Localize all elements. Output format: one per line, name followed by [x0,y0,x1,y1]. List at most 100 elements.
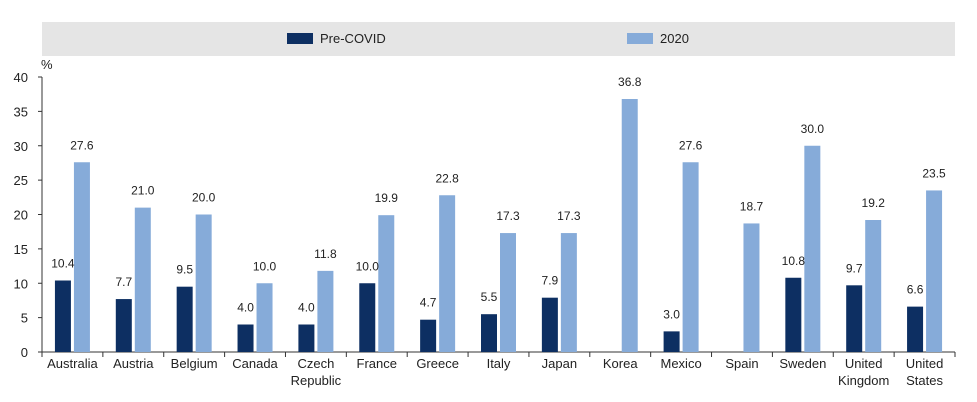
legend-swatch [627,33,653,44]
data-label: 9.7 [846,261,863,275]
bar-pre-covid [541,297,558,352]
x-tick-label-line: Republic [291,373,342,388]
data-label: 27.6 [679,138,703,152]
data-label: 18.7 [740,199,764,213]
bar-2020 [926,190,943,352]
data-label: 9.5 [176,263,193,277]
x-tick-label: Greece [416,356,459,371]
data-label: 10.0 [253,259,277,273]
bar-pre-covid [907,306,924,352]
bar-pre-covid [481,314,497,352]
y-tick-label: 5 [21,311,28,326]
data-label: 10.0 [356,259,380,273]
data-label: 17.3 [557,209,581,223]
data-label: 11.8 [314,247,337,261]
x-tick-label: Mexico [661,356,702,371]
bar-pre-covid [359,283,376,352]
data-label: 10.8 [782,254,806,268]
data-label: 5.5 [481,290,498,304]
x-tick-label: United States [906,356,944,388]
bar-pre-covid [54,280,71,352]
y-axis: 0 5 10 15 20 25 30 35 40 [14,70,43,360]
legend: Pre-COVID 2020 [287,31,689,46]
y-tick-label: 10 [14,276,28,291]
bar-pre-covid [785,277,802,352]
bar-2020 [682,162,699,352]
data-label: 3.0 [663,307,680,321]
legend-label: 2020 [660,31,689,46]
x-tick-label-line: Japan [542,356,577,371]
bar-2020 [134,207,151,352]
x-tick-label-line: Korea [603,356,638,371]
bar-2020 [439,195,456,352]
data-label: 20.0 [192,191,216,205]
x-tick-label-line: Spain [725,356,758,371]
bar-2020 [256,283,273,352]
bar-2020 [560,233,577,352]
x-tick-label-line: Kingdom [838,373,889,388]
y-tick-label: 25 [14,173,28,188]
bar-pre-covid [237,324,254,352]
x-tick-label: Japan [542,356,577,371]
x-tick-label-line: France [357,356,397,371]
bar-2020 [73,162,90,352]
bar-2020 [865,220,882,352]
y-axis-unit-label: % [41,57,53,72]
data-label: 4.0 [237,301,254,315]
value-labels: 10.4 7.7 9.5 4.0 4.0 10.0 4.7 5.5 7.9 3.0 10.8 9.7 6… [51,75,946,321]
legend-swatch [287,33,313,44]
y-tick-label: 0 [21,345,28,360]
data-label: 19.9 [375,191,399,205]
legend-background [42,22,955,56]
bar-pre-covid [298,324,315,352]
x-tick-label-line: United [906,356,944,371]
x-tick-label: Spain [725,356,758,371]
data-label: 19.2 [862,196,886,210]
data-label: 21.0 [131,184,155,198]
bar-2020 [500,233,516,352]
data-label: 36.8 [618,75,642,89]
x-tick-label: Korea [603,356,638,371]
x-tick-label-line: Australia [47,356,98,371]
data-label: 7.7 [115,275,132,289]
x-tick-label-line: States [906,373,943,388]
y-tick-label: 20 [14,208,28,223]
bar-2020 [621,99,638,352]
bar-pre-covid [420,319,437,352]
y-tick-label: 40 [14,70,28,85]
x-tick-label: France [357,356,397,371]
data-label: 10.4 [51,257,75,271]
data-label: 23.5 [922,166,946,180]
bars [54,99,943,352]
bar-2020 [743,223,760,352]
x-tick-label-line: United [845,356,883,371]
x-tick-label-line: Mexico [661,356,702,371]
y-tick-label: 15 [14,242,28,257]
x-tick-label: Italy [487,356,511,371]
x-tick-label: United Kingdom [838,356,889,388]
y-tick-label: 35 [14,104,28,119]
bar-pre-covid [663,331,680,352]
data-label: 4.0 [298,301,315,315]
data-label: 4.7 [420,296,437,310]
data-label: 6.6 [907,283,924,297]
x-tick-label: Austria [113,356,154,371]
data-label: 30.0 [801,122,825,136]
x-tick-label-line: Italy [487,356,511,371]
data-label: 7.9 [542,274,559,288]
bar-pre-covid [176,286,193,352]
x-tick-label-line: Czech [297,356,334,371]
x-tick-label: Czech Republic [291,356,342,388]
x-tick-label-line: Austria [113,356,154,371]
x-tick-label: Canada [232,356,278,371]
x-tick-label: Belgium [171,356,218,371]
bar-pre-covid [846,285,863,352]
bar-pre-covid [115,299,132,352]
bar-2020 [804,145,821,352]
x-tick-label: Australia [47,356,98,371]
x-tick-label: Sweden [779,356,826,371]
y-tick-label: 30 [14,139,28,154]
x-tick-label-line: Canada [232,356,278,371]
x-tick-label-line: Greece [416,356,459,371]
